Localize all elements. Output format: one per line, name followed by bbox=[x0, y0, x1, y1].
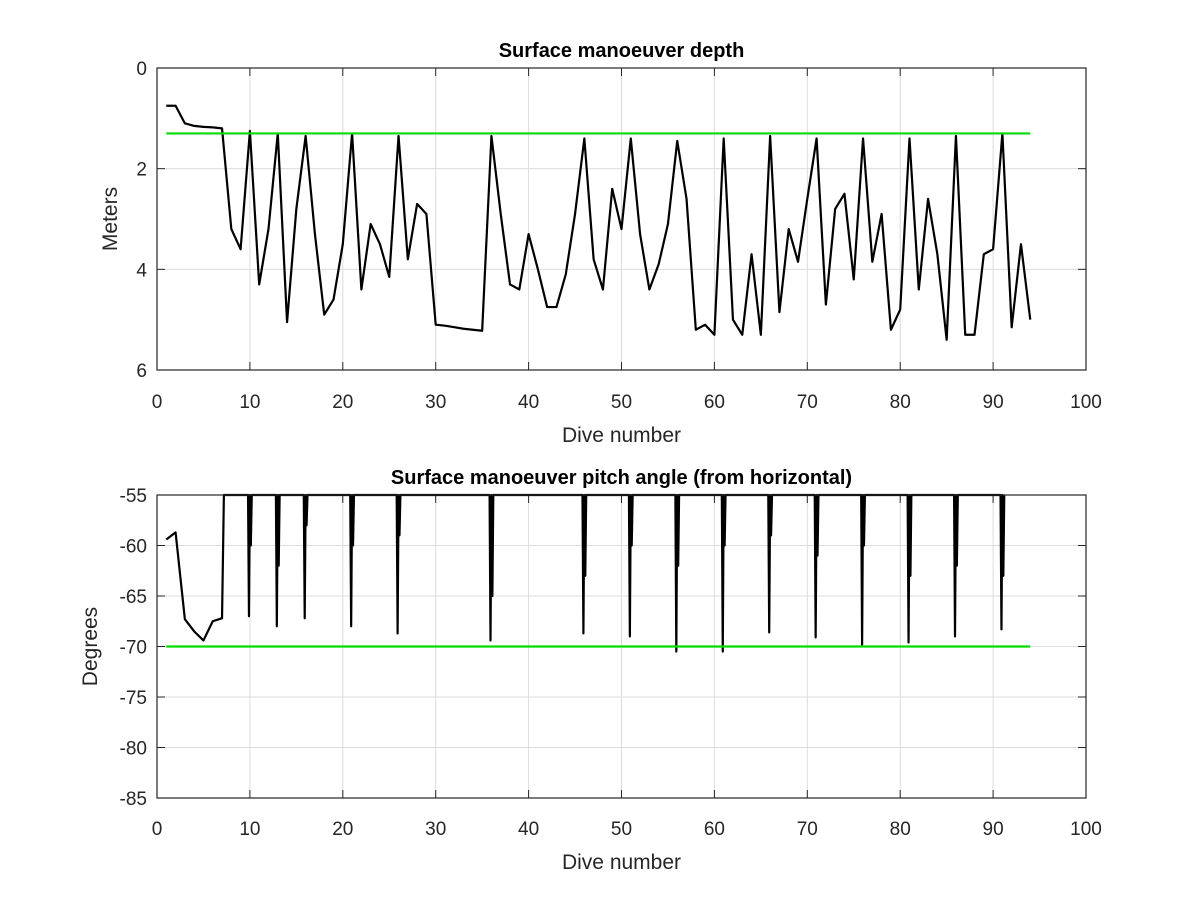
pitch-x-tick-label: 10 bbox=[239, 819, 260, 840]
depth-y-tick-label: 0 bbox=[136, 59, 147, 80]
pitch-x-tick-label: 100 bbox=[1070, 819, 1102, 840]
depth-x-tick-label: 80 bbox=[890, 392, 911, 413]
pitch-y-tick-label: -75 bbox=[120, 688, 147, 709]
depth-x-tick-label: 60 bbox=[704, 392, 725, 413]
pitch-y-tick-label: -55 bbox=[120, 486, 147, 507]
depth-x-tick-label: 90 bbox=[983, 392, 1004, 413]
pitch-y-axis-label: Degrees bbox=[79, 607, 102, 686]
pitch-y-tick-label: -65 bbox=[120, 587, 147, 608]
pitch-x-tick-label: 20 bbox=[332, 819, 353, 840]
depth-x-tick-label: 40 bbox=[518, 392, 539, 413]
depth-x-tick-label: 30 bbox=[425, 392, 446, 413]
depth-chart-title: Surface manoeuver depth bbox=[499, 40, 745, 62]
pitch-x-tick-label: 90 bbox=[983, 819, 1004, 840]
pitch-x-axis-label: Dive number bbox=[562, 851, 681, 874]
depth-axes-frame bbox=[156, 67, 1087, 371]
pitch-x-tick-label: 40 bbox=[518, 819, 539, 840]
pitch-x-tick-label: 80 bbox=[890, 819, 911, 840]
pitch-chart-title: Surface manoeuver pitch angle (from hori… bbox=[391, 467, 852, 489]
pitch-x-tick-label: 50 bbox=[611, 819, 632, 840]
depth-y-axis-label: Meters bbox=[99, 187, 122, 251]
pitch-x-tick-label: 60 bbox=[704, 819, 725, 840]
pitch-plot: 0 10 20 30 40 50 60 70 80 90 100 -55 -60 -65 -70 -75 -80… bbox=[79, 467, 1102, 874]
depth-x-tick-label: 0 bbox=[152, 392, 163, 413]
pitch-axes-frame bbox=[156, 494, 1087, 799]
pitch-y-tick-label: -60 bbox=[120, 537, 147, 558]
depth-y-tick-label: 6 bbox=[136, 361, 147, 382]
depth-y-tick-label: 4 bbox=[136, 260, 147, 281]
depth-data-line bbox=[166, 104, 1032, 341]
pitch-x-tick-label: 0 bbox=[152, 819, 163, 840]
depth-x-tick-label: 100 bbox=[1070, 392, 1102, 413]
pitch-y-tick-label: -80 bbox=[120, 739, 147, 760]
depth-x-axis-label: Dive number bbox=[562, 424, 681, 447]
pitch-y-tick-label: -70 bbox=[120, 638, 147, 659]
pitch-x-tick-label: 70 bbox=[797, 819, 818, 840]
depth-x-tick-label: 50 bbox=[611, 392, 632, 413]
depth-x-tick-label: 20 bbox=[332, 392, 353, 413]
pitch-y-tick-label: -85 bbox=[120, 789, 147, 810]
depth-x-tick-label: 70 bbox=[797, 392, 818, 413]
pitch-x-tick-label: 30 bbox=[425, 819, 446, 840]
depth-y-tick-label: 2 bbox=[136, 160, 147, 181]
depth-x-tick-label: 10 bbox=[239, 392, 260, 413]
depth-plot: 0 10 20 30 40 50 60 70 80 90 100 0 2 4 6 Surface manoeu… bbox=[99, 40, 1102, 447]
